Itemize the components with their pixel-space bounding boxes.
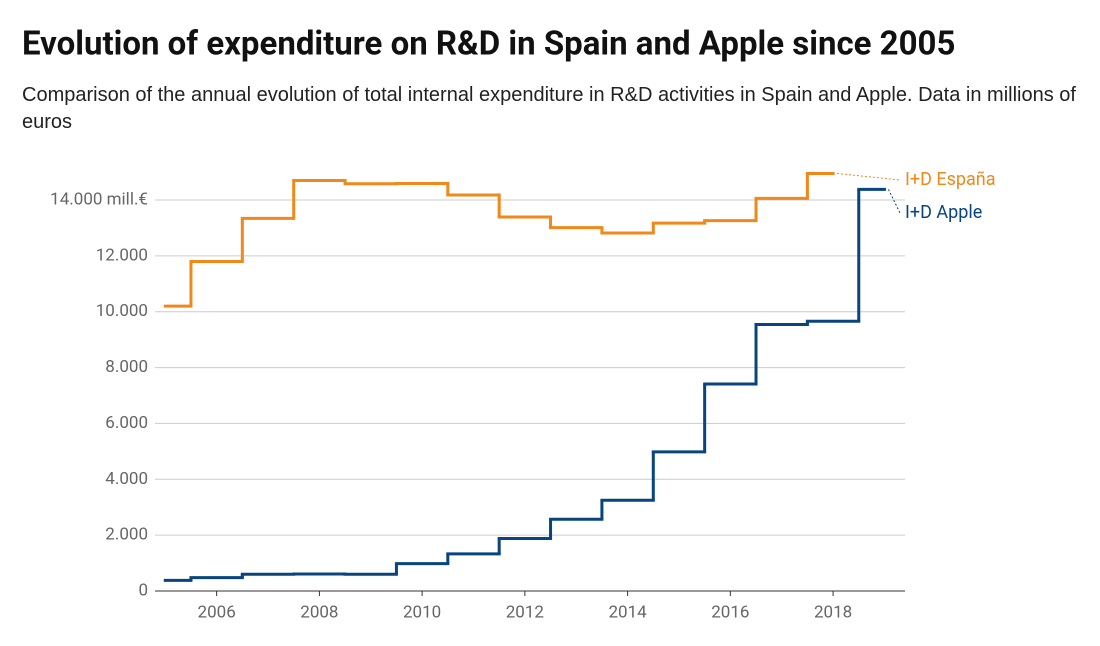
series-label: I+D España bbox=[905, 169, 996, 190]
y-tick-label: 14.000 mill.€ bbox=[50, 189, 148, 209]
x-tick-label: 2008 bbox=[300, 602, 338, 622]
chart-title: Evolution of expenditure on R&D in Spain… bbox=[22, 25, 955, 64]
x-tick-label: 2016 bbox=[711, 602, 749, 622]
series-label: I+D Apple bbox=[905, 202, 982, 223]
x-tick-label: 2014 bbox=[608, 602, 647, 622]
x-tick-label: 2012 bbox=[506, 602, 544, 622]
y-tick-label: 8.000 bbox=[105, 357, 148, 377]
label-connector bbox=[888, 189, 901, 214]
x-tick-label: 2006 bbox=[198, 602, 236, 622]
y-tick-label: 2.000 bbox=[105, 525, 148, 545]
x-tick-label: 2018 bbox=[814, 602, 852, 622]
y-tick-label: 12.000 bbox=[96, 245, 148, 265]
label-connector bbox=[837, 172, 901, 181]
y-tick-label: 4.000 bbox=[105, 469, 148, 489]
y-tick-label: 0 bbox=[138, 580, 148, 600]
y-tick-label: 10.000 bbox=[96, 301, 148, 321]
chart-subtitle: Comparison of the annual evolution of to… bbox=[22, 84, 1076, 133]
subtitle-box: Comparison of the annual evolution of to… bbox=[22, 84, 1076, 133]
x-tick-label: 2010 bbox=[403, 602, 441, 622]
y-tick-label: 6.000 bbox=[105, 413, 148, 433]
